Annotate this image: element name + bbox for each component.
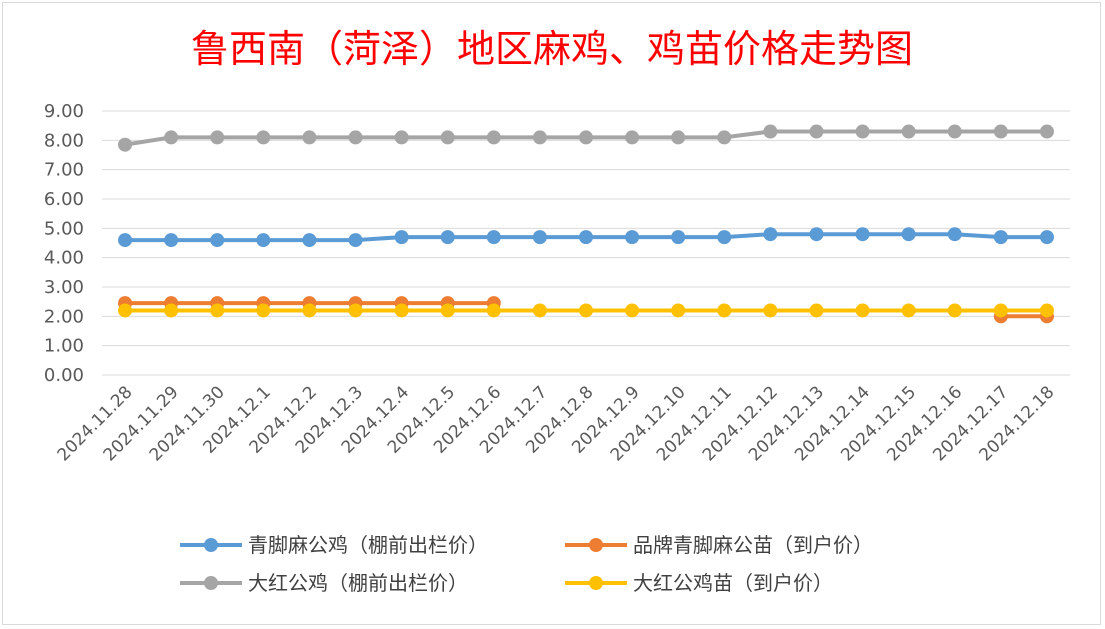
data-point bbox=[210, 130, 225, 145]
data-point bbox=[671, 130, 686, 145]
data-point bbox=[210, 303, 225, 318]
data-point bbox=[671, 303, 686, 318]
data-point bbox=[164, 303, 179, 318]
data-point bbox=[164, 233, 179, 248]
data-point bbox=[164, 130, 179, 145]
legend-item: 青脚麻公鸡（棚前出栏价） bbox=[180, 533, 488, 557]
data-point bbox=[256, 303, 271, 318]
series-lines bbox=[118, 124, 1054, 324]
data-point bbox=[993, 124, 1008, 139]
y-tick-label: 2.00 bbox=[44, 306, 84, 327]
y-tick-label: 6.00 bbox=[44, 189, 84, 210]
data-point bbox=[302, 130, 317, 145]
data-point bbox=[763, 303, 778, 318]
data-point bbox=[1039, 303, 1054, 318]
y-tick-label: 8.00 bbox=[44, 130, 84, 151]
data-point bbox=[440, 130, 455, 145]
data-point bbox=[302, 233, 317, 248]
data-point bbox=[947, 303, 962, 318]
data-point bbox=[717, 130, 732, 145]
data-point bbox=[901, 227, 916, 242]
y-tick-label: 3.00 bbox=[44, 277, 84, 298]
legend-item: 大红公鸡苗（到户价） bbox=[565, 571, 833, 595]
data-point bbox=[440, 303, 455, 318]
series-3 bbox=[118, 124, 1054, 152]
data-point bbox=[440, 230, 455, 245]
data-point bbox=[394, 130, 409, 145]
data-point bbox=[625, 303, 640, 318]
legend: 青脚麻公鸡（棚前出栏价） 品牌青脚麻公苗（到户价） 大红公鸡（棚前出栏价） 大红公鸡苗… bbox=[180, 533, 873, 595]
x-axis-ticks: 2024.11.282024.11.292024.11.302024.12.12… bbox=[54, 382, 1059, 465]
data-point bbox=[947, 227, 962, 242]
data-point bbox=[486, 303, 501, 318]
data-point bbox=[532, 303, 547, 318]
data-point bbox=[625, 230, 640, 245]
data-point bbox=[855, 124, 870, 139]
data-point bbox=[855, 227, 870, 242]
data-point bbox=[532, 230, 547, 245]
data-point bbox=[532, 130, 547, 145]
data-point bbox=[625, 130, 640, 145]
data-point bbox=[1039, 230, 1054, 245]
data-point bbox=[256, 233, 271, 248]
data-point bbox=[118, 303, 133, 318]
data-point bbox=[394, 303, 409, 318]
data-point bbox=[809, 227, 824, 242]
data-point bbox=[394, 230, 409, 245]
legend-item: 品牌青脚麻公苗（到户价） bbox=[565, 533, 873, 557]
y-tick-label: 9.00 bbox=[44, 101, 84, 122]
data-point bbox=[348, 130, 363, 145]
y-tick-label: 0.00 bbox=[44, 365, 84, 386]
data-point bbox=[993, 303, 1008, 318]
data-point bbox=[579, 303, 593, 318]
data-point bbox=[348, 233, 363, 248]
series-4 bbox=[118, 303, 1054, 318]
y-tick-label: 7.00 bbox=[44, 160, 84, 181]
legend-label: 大红公鸡苗（到户价） bbox=[633, 571, 833, 595]
data-point bbox=[809, 124, 824, 139]
legend-swatch-marker bbox=[204, 576, 218, 590]
data-point bbox=[763, 227, 778, 242]
data-point bbox=[579, 130, 593, 145]
data-point bbox=[579, 230, 593, 245]
data-point bbox=[486, 230, 501, 245]
data-point bbox=[855, 303, 870, 318]
data-point bbox=[717, 230, 732, 245]
y-tick-label: 5.00 bbox=[44, 218, 84, 239]
legend-label: 青脚麻公鸡（棚前出栏价） bbox=[248, 533, 488, 557]
data-point bbox=[947, 124, 962, 139]
data-point bbox=[348, 303, 363, 318]
data-point bbox=[901, 124, 916, 139]
data-point bbox=[486, 130, 501, 145]
data-point bbox=[302, 303, 317, 318]
chart-title: 鲁西南（菏泽）地区麻鸡、鸡苗价格走势图 bbox=[191, 27, 913, 71]
data-point bbox=[118, 137, 133, 152]
legend-swatch-marker bbox=[589, 576, 603, 590]
data-point bbox=[210, 233, 225, 248]
data-point bbox=[763, 124, 778, 139]
legend-swatch-marker bbox=[204, 538, 218, 552]
y-tick-label: 4.00 bbox=[44, 248, 84, 269]
y-tick-label: 1.00 bbox=[44, 336, 84, 357]
data-point bbox=[671, 230, 686, 245]
legend-label: 大红公鸡（棚前出栏价） bbox=[248, 571, 468, 595]
data-point bbox=[256, 130, 271, 145]
y-axis-ticks: 0.00 1.00 2.00 3.00 4.00 5.00 6.00 7.00 8.00 9.00 bbox=[44, 101, 84, 386]
series-1 bbox=[118, 227, 1054, 248]
legend-item: 大红公鸡（棚前出栏价） bbox=[180, 571, 468, 595]
data-point bbox=[717, 303, 732, 318]
legend-swatch-marker bbox=[589, 538, 603, 552]
legend-label: 品牌青脚麻公苗（到户价） bbox=[633, 533, 873, 557]
data-point bbox=[901, 303, 916, 318]
data-point bbox=[993, 230, 1008, 245]
data-point bbox=[118, 233, 133, 248]
data-point bbox=[1039, 124, 1054, 139]
data-point bbox=[809, 303, 824, 318]
